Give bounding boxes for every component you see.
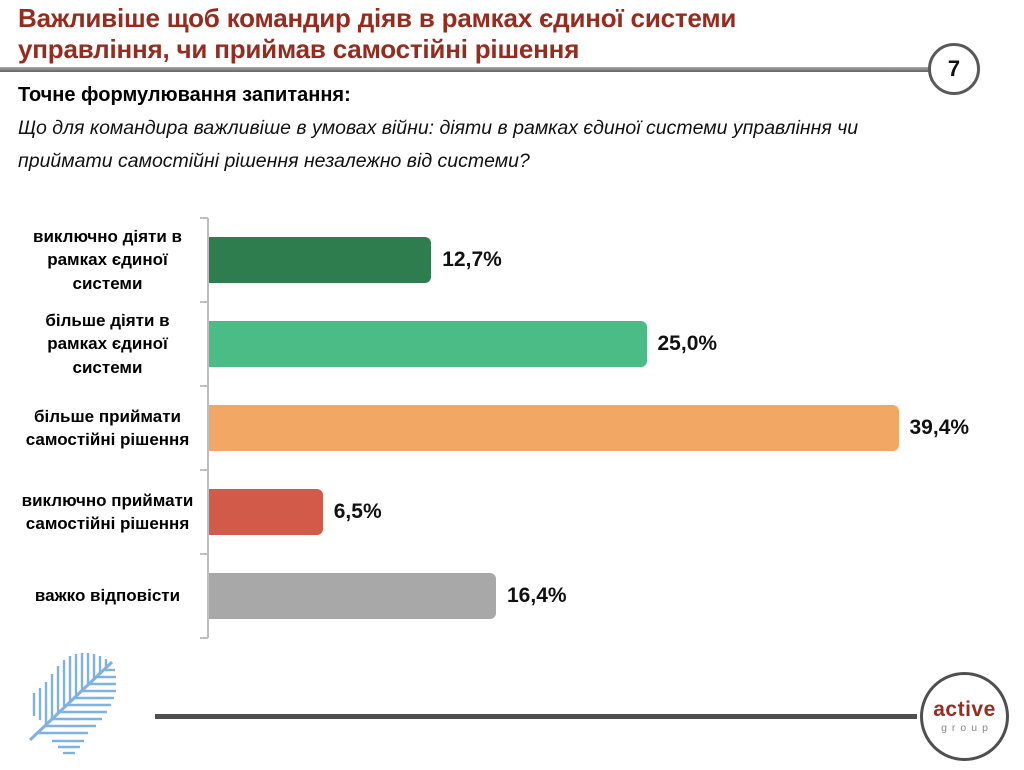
title-divider (0, 67, 932, 72)
bar-value-label: 39,4% (909, 416, 970, 439)
bar-track: 16,4% (207, 554, 1010, 638)
page-number: 7 (947, 56, 961, 81)
bar-track: 39,4% (207, 386, 1010, 470)
chart-row: виключно діяти в рамках єдиної системи 12… (0, 218, 1010, 302)
page-title-line1: Важливіше щоб командир діяв в рамках єди… (18, 3, 737, 33)
axis-tick (200, 385, 208, 387)
brand-name-secondary: group (941, 722, 993, 735)
bar (209, 321, 647, 367)
bar (209, 237, 432, 283)
category-label: важко відповісти (34, 586, 181, 606)
category-label: виключно приймати самостійні рішення (21, 490, 194, 533)
chart-row: більше приймати самостійні рішення 39,4% (0, 386, 1010, 470)
axis-tick (200, 469, 208, 471)
axis-tick (200, 553, 208, 555)
bar-track: 6,5% (207, 470, 1010, 554)
bar-value-label: 25,0% (657, 332, 718, 355)
bar-value-label: 6,5% (333, 500, 382, 523)
bar (209, 573, 496, 619)
bar-track: 12,7% (207, 218, 1010, 302)
question-text: Що для командира важливіше в умовах війн… (18, 112, 858, 178)
brand-name-primary: active (933, 698, 996, 722)
bar (209, 405, 899, 451)
axis-tick (200, 637, 208, 639)
bar-track: 25,0% (207, 302, 1010, 386)
bar-value-label: 16,4% (507, 584, 567, 607)
page-title-line2: управління, чи приймав самостійні рішенн… (18, 34, 580, 64)
question-text-line2: приймати самостійні рішення незалежно ві… (18, 150, 530, 172)
chart-row: більше діяти в рамках єдиної системи 25,0… (0, 302, 1010, 386)
axis-tick (200, 301, 208, 303)
category-label: більше діяти в рамках єдиної системи (45, 310, 170, 377)
category-label: більше приймати самостійні рішення (25, 406, 190, 449)
bar-chart: виключно діяти в рамках єдиної системи 12… (0, 217, 1010, 639)
bar (209, 489, 323, 535)
brand-logo: active group (920, 672, 1009, 761)
page-title: Важливіше щоб командир діяв в рамках єди… (18, 3, 736, 65)
question-text-line1: Що для командира важливіше в умовах війн… (18, 117, 859, 139)
page-number-badge: 7 (928, 43, 980, 95)
category-label: виключно діяти в рамках єдиної системи (33, 226, 182, 293)
footer-divider (155, 714, 917, 719)
question-label: Точне формулювання запитання: (18, 84, 351, 106)
chart-rows: виключно діяти в рамках єдиної системи 12… (0, 218, 1010, 638)
leaf-logo-icon (28, 653, 116, 755)
axis-tick (200, 217, 208, 219)
bar-value-label: 12,7% (442, 248, 502, 271)
chart-row: важко відповісти 16,4% (0, 554, 1010, 638)
chart-row: виключно приймати самостійні рішення 6,5% (0, 470, 1010, 554)
